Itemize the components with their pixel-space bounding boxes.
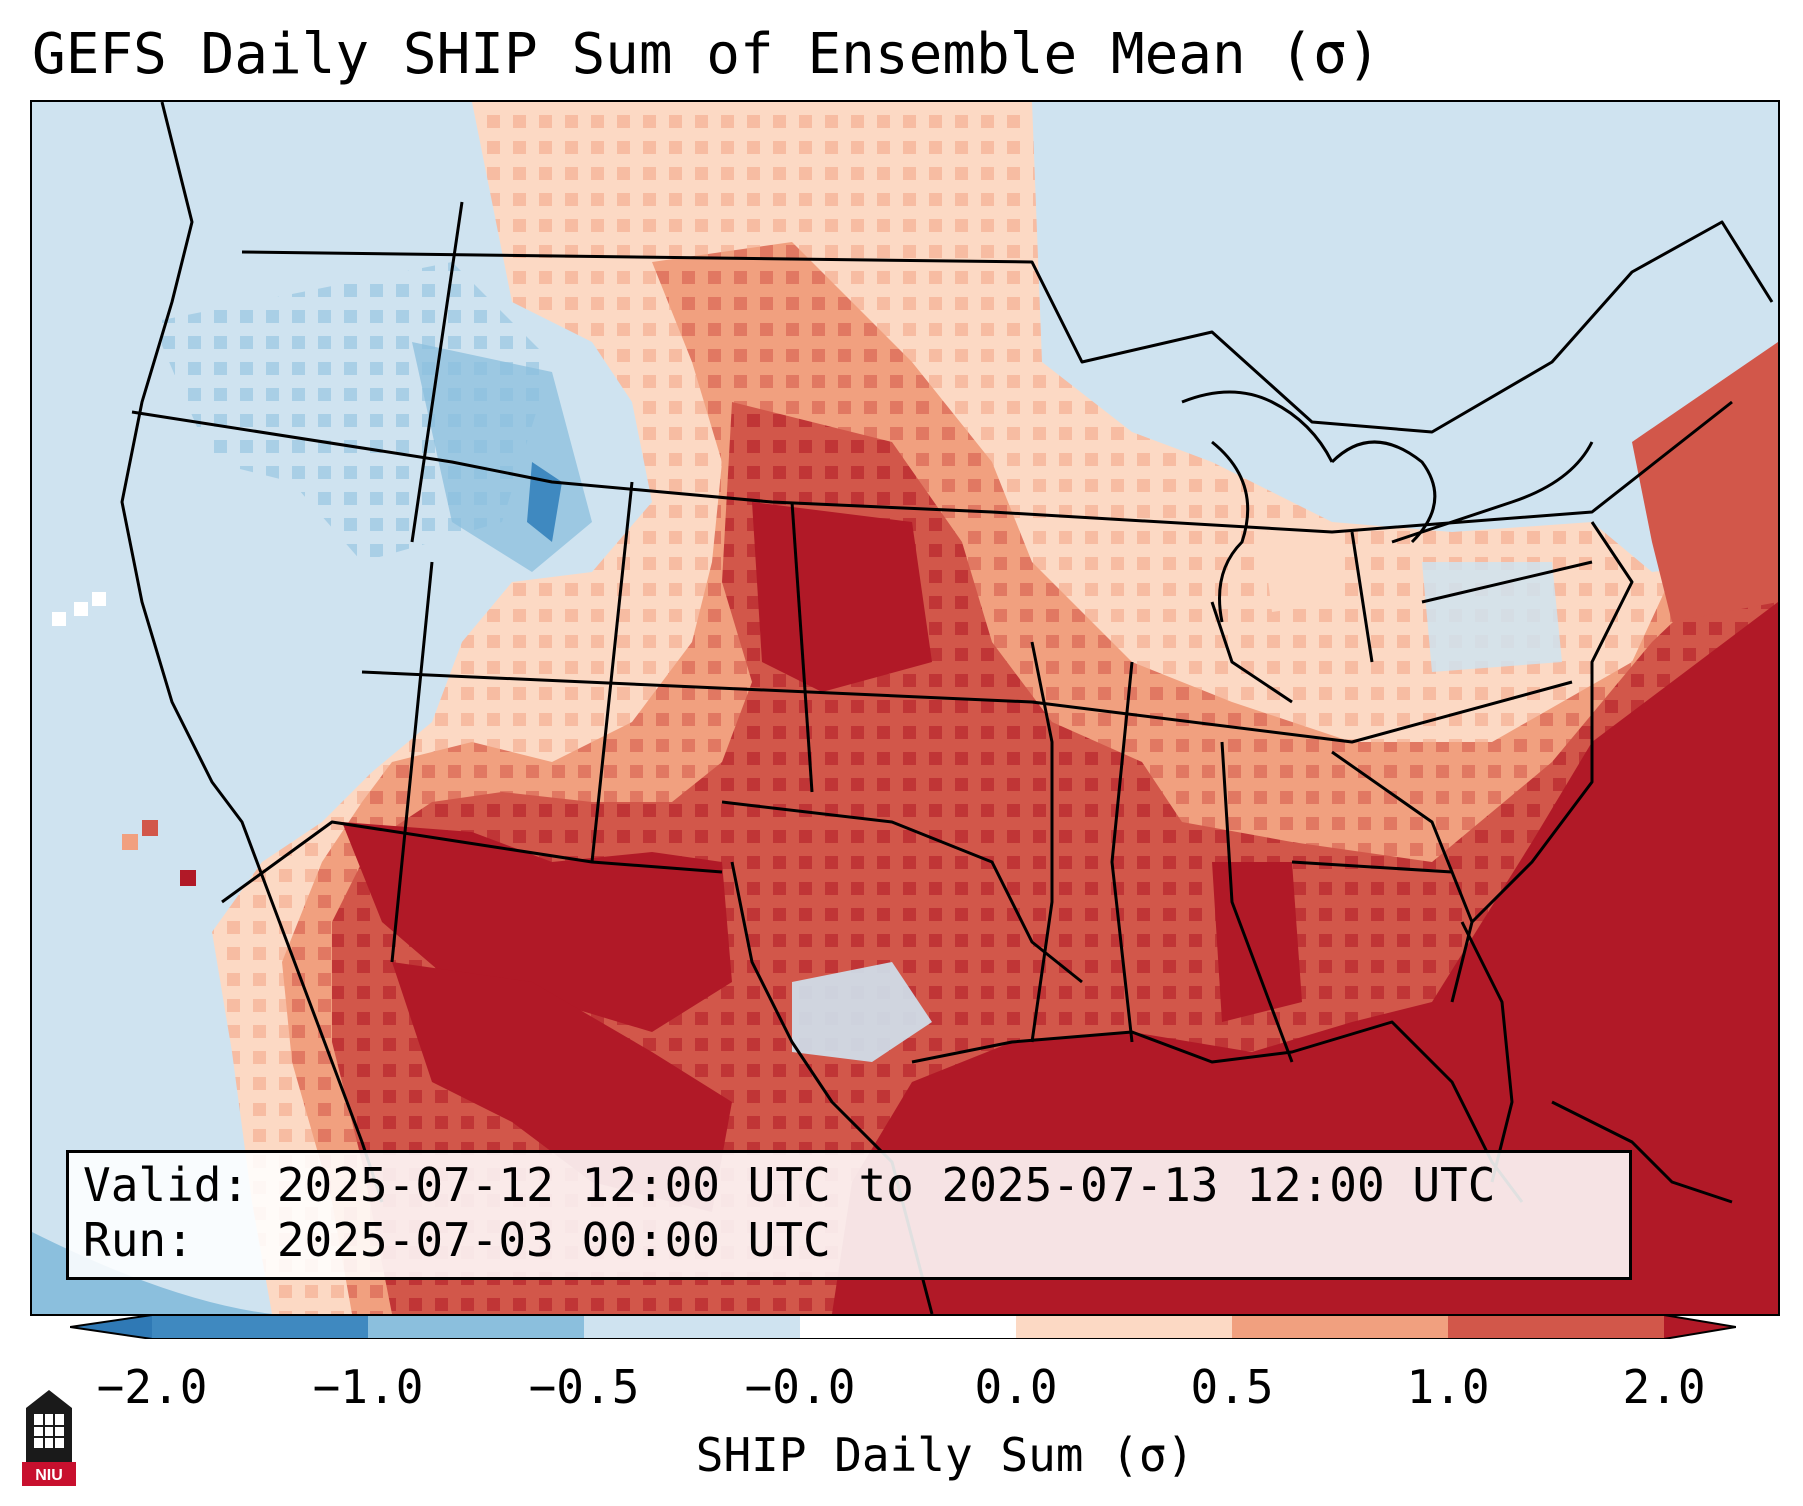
colorbar-bin-4 (800, 1315, 1016, 1339)
ship-map (32, 102, 1778, 1314)
colorbar-tick: −1.0 (312, 1360, 424, 1414)
run-time-line: Run: 2025-07-03 00:00 UTC (83, 1213, 831, 1267)
colorbar-tick: 0.5 (1190, 1360, 1274, 1414)
niu-logo: NIU (22, 1390, 76, 1486)
validity-info-box: Valid: 2025-07-12 12:00 UTC to 2025-07-1… (66, 1150, 1632, 1280)
colorbar-bin-5 (1016, 1315, 1232, 1339)
colorbar-tick: 2.0 (1622, 1360, 1706, 1414)
colorbar-tick: 1.0 (1406, 1360, 1490, 1414)
valid-time-line: Valid: 2025-07-12 12:00 UTC to 2025-07-1… (83, 1158, 1496, 1212)
logo-text: NIU (35, 1467, 63, 1484)
colorbar-tick: −0.0 (744, 1360, 856, 1414)
map-panel (30, 100, 1780, 1316)
colorbar-tick: −2.0 (96, 1360, 208, 1414)
colorbar-title: SHIP Daily Sum (σ) (695, 1428, 1195, 1482)
colorbar-tick: −0.5 (528, 1360, 640, 1414)
colorbar-bin-2 (368, 1315, 584, 1339)
colorbar-bin-7 (1448, 1315, 1664, 1339)
scatter-pixels (52, 592, 196, 886)
map-title: GEFS Daily SHIP Sum of Ensemble Mean (σ) (32, 22, 1381, 87)
colorbar-bin-1 (152, 1315, 368, 1339)
colorbar-bin-under (70, 1315, 152, 1339)
boundary-lines (120, 102, 1774, 1314)
colorbar-bin-6 (1232, 1315, 1448, 1339)
colorbar (70, 1315, 1736, 1339)
colorbar-bin-over (1664, 1315, 1736, 1339)
positive-anomaly-field (212, 102, 1778, 1314)
colorbar-bin-3 (584, 1315, 800, 1339)
colorbar-tick: 0.0 (974, 1360, 1058, 1414)
